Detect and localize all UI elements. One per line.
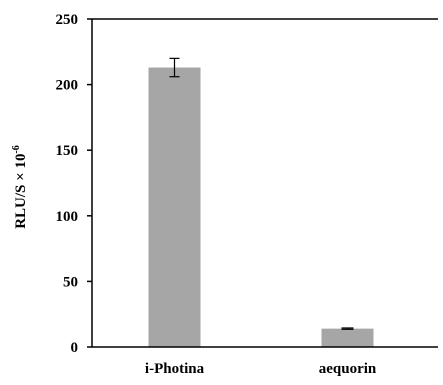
bar-i-photina bbox=[148, 67, 201, 347]
y-tick-label: 200 bbox=[56, 78, 79, 94]
error-bar bbox=[169, 57, 180, 78]
y-tick-label: 250 bbox=[56, 12, 79, 28]
y-tick-label: 100 bbox=[56, 209, 79, 225]
y-axis-title: RLU/S × 10-6 bbox=[11, 145, 29, 229]
axes-layer bbox=[91, 18, 438, 348]
y-tick-label: 0 bbox=[71, 340, 79, 356]
y-tick-label: 50 bbox=[63, 274, 78, 290]
error-bar bbox=[341, 327, 354, 330]
y-axis-title-main: RLU/S × 10 bbox=[13, 154, 29, 229]
error-bars-layer bbox=[169, 57, 354, 330]
bar-aequorin bbox=[321, 328, 374, 347]
y-tick-label: 150 bbox=[56, 143, 79, 159]
y-ticks-layer: 0 50 100 150 200 250 bbox=[56, 12, 92, 356]
bars-layer bbox=[148, 67, 374, 347]
y-axis-title-superscript: -6 bbox=[11, 145, 22, 153]
x-category-label: aequorin bbox=[319, 361, 377, 377]
x-category-label: i-Photina bbox=[145, 361, 205, 377]
x-labels-layer: i-Photina aequorin bbox=[145, 361, 377, 377]
